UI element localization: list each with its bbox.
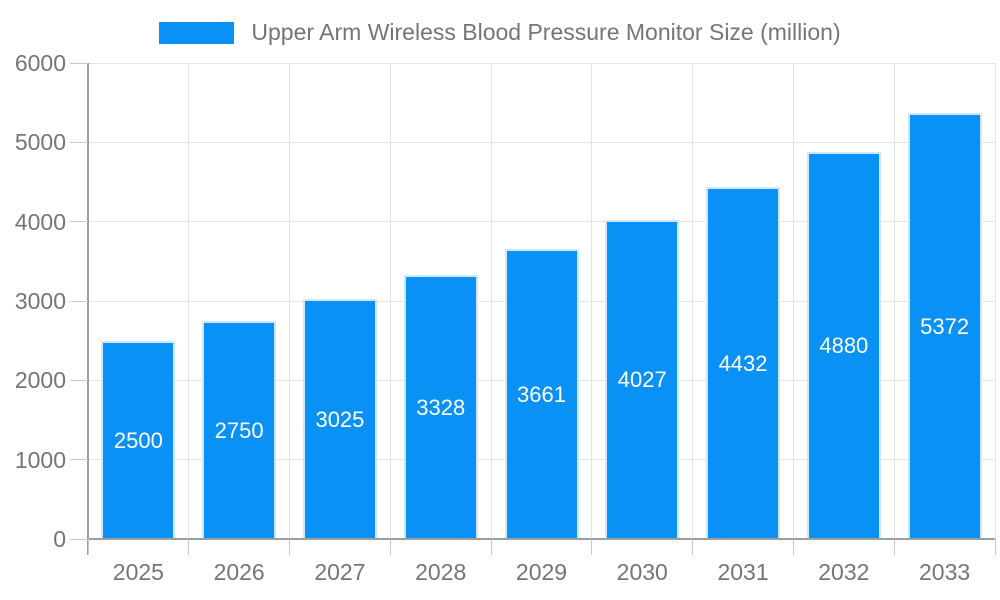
chart-legend: Upper Arm Wireless Blood Pressure Monito… xyxy=(0,0,1000,46)
gridline-vertical xyxy=(893,63,895,539)
gridline-vertical xyxy=(591,63,593,539)
x-axis-tick xyxy=(994,539,996,555)
y-axis-label: 4000 xyxy=(14,208,66,235)
bar-value-label: 2750 xyxy=(214,417,264,443)
x-axis-label: 2025 xyxy=(112,559,164,585)
bar: 5372 xyxy=(907,112,982,539)
bar: 3025 xyxy=(302,299,377,539)
y-axis-label: 3000 xyxy=(14,288,66,314)
bar-value-label: 3661 xyxy=(517,381,566,407)
bar: 2750 xyxy=(202,320,277,539)
x-axis-label: 2033 xyxy=(919,559,971,585)
bar: 2500 xyxy=(101,340,176,539)
gridline-vertical xyxy=(692,63,694,539)
x-axis-label: 2029 xyxy=(515,559,568,585)
bar-value-label: 3025 xyxy=(315,407,365,433)
plot-area: 2500 2750 3025 3328 3661 4027 4432 4880 5372 xyxy=(88,62,996,539)
bar: 3328 xyxy=(403,274,478,539)
y-axis-label: 5000 xyxy=(14,129,66,156)
x-axis-label: 2028 xyxy=(415,559,467,585)
bar-value-label: 3328 xyxy=(416,394,466,420)
x-axis-tick xyxy=(692,539,694,555)
bar: 3661 xyxy=(504,248,579,539)
x-axis-label: 2030 xyxy=(616,559,668,585)
x-axis-label: 2027 xyxy=(314,559,366,585)
y-axis-tick xyxy=(70,459,88,461)
gridline-horizontal xyxy=(88,62,995,64)
bar-value-label: 4027 xyxy=(617,367,667,393)
gridline-vertical xyxy=(994,63,996,539)
y-axis-tick xyxy=(70,379,88,381)
gridline-vertical xyxy=(389,63,391,539)
bar: 4880 xyxy=(806,151,881,539)
y-axis-tick xyxy=(70,538,88,540)
x-axis-label: 2026 xyxy=(213,559,265,585)
bar-value-label: 5372 xyxy=(920,313,970,339)
legend-swatch xyxy=(159,21,235,44)
bar: 4027 xyxy=(605,219,680,539)
gridline-vertical xyxy=(792,63,794,539)
bar: 4432 xyxy=(706,187,781,539)
gridline-vertical xyxy=(490,63,492,539)
x-axis-line xyxy=(88,538,995,540)
y-axis-tick xyxy=(70,221,88,223)
y-axis-label: 6000 xyxy=(14,50,66,76)
x-axis-label: 2031 xyxy=(717,559,769,585)
x-axis-tick xyxy=(87,539,89,555)
bar-value-label: 4432 xyxy=(718,351,768,377)
x-axis-tick xyxy=(289,539,291,555)
x-axis-tick xyxy=(591,539,593,555)
x-axis-tick xyxy=(188,539,190,555)
bar-value-label: 2500 xyxy=(113,427,163,453)
bar-value-label: 4880 xyxy=(819,333,869,359)
y-axis-label: 2000 xyxy=(14,367,66,394)
gridline-horizontal xyxy=(88,141,995,143)
y-axis-line xyxy=(87,63,89,555)
gridline-vertical xyxy=(188,63,190,539)
y-axis-tick xyxy=(70,141,88,143)
y-axis-label: 0 xyxy=(53,526,66,552)
x-axis-tick xyxy=(490,539,492,555)
x-axis-tick xyxy=(893,539,895,555)
x-axis-tick xyxy=(792,539,794,555)
y-axis-tick xyxy=(70,300,88,302)
x-axis-tick xyxy=(389,539,391,555)
gridline-vertical xyxy=(289,63,291,539)
legend-label: Upper Arm Wireless Blood Pressure Monito… xyxy=(251,19,841,45)
x-axis-label: 2032 xyxy=(818,559,870,585)
y-axis-tick xyxy=(70,62,88,64)
gridline-horizontal xyxy=(88,221,995,223)
y-axis-label: 1000 xyxy=(14,446,66,473)
